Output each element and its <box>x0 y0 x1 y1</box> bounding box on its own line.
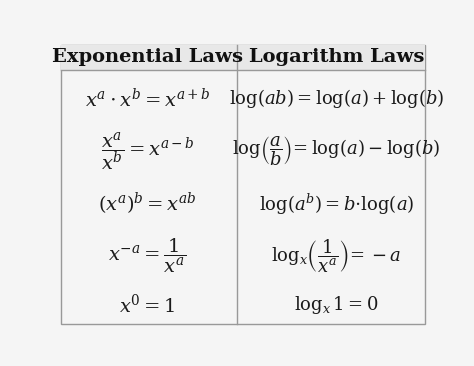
FancyBboxPatch shape <box>61 45 425 324</box>
Text: $(x^{a})^{b} = x^{ab}$: $(x^{a})^{b} = x^{ab}$ <box>98 191 197 217</box>
Text: $x^{a} \cdot x^{b} = x^{a+b}$: $x^{a} \cdot x^{b} = x^{a+b}$ <box>84 87 210 111</box>
Text: $\dfrac{x^{a}}{x^{b}} = x^{a-b}$: $\dfrac{x^{a}}{x^{b}} = x^{a-b}$ <box>100 130 194 173</box>
Text: Logarithm Laws: Logarithm Laws <box>249 48 424 66</box>
Text: $\log_{x}\!\left(\dfrac{1}{x^{a}}\right)\!= -a$: $\log_{x}\!\left(\dfrac{1}{x^{a}}\right)… <box>272 237 402 274</box>
FancyBboxPatch shape <box>61 45 425 70</box>
Text: Exponential Laws: Exponential Laws <box>52 48 243 66</box>
Text: $x^{0} = 1$: $x^{0} = 1$ <box>119 294 175 317</box>
Text: $\log(a^{b}) = b{\cdot}\log(a)$: $\log(a^{b}) = b{\cdot}\log(a)$ <box>259 191 414 217</box>
Text: $\log_{x} 1 = 0$: $\log_{x} 1 = 0$ <box>294 295 379 317</box>
Text: $\log\!\left(\dfrac{a}{b}\right)\!=\log(a)-\log(b)$: $\log\!\left(\dfrac{a}{b}\right)\!=\log(… <box>232 135 441 168</box>
Text: $x^{-a} = \dfrac{1}{x^{a}}$: $x^{-a} = \dfrac{1}{x^{a}}$ <box>109 237 186 275</box>
Text: $\log(ab) = \log(a)+\log(b)$: $\log(ab) = \log(a)+\log(b)$ <box>229 87 444 111</box>
